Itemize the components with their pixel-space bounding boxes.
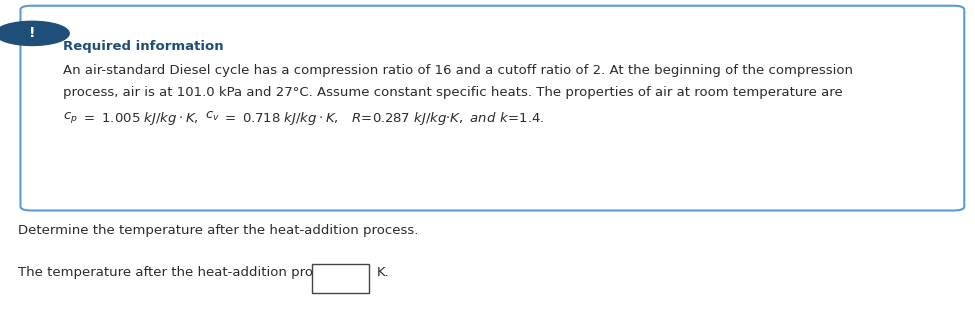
Text: $c_v$: $c_v$ — [205, 110, 219, 123]
Text: $= \ 1.005\ kJ/kg \cdot K,$: $= \ 1.005\ kJ/kg \cdot K,$ — [81, 110, 199, 127]
Text: The temperature after the heat-addition process is: The temperature after the heat-addition … — [18, 266, 357, 279]
Text: $c_p$: $c_p$ — [63, 110, 78, 125]
Text: An air-standard Diesel cycle has a compression ratio of 16 and a cutoff ratio of: An air-standard Diesel cycle has a compr… — [63, 64, 853, 77]
FancyBboxPatch shape — [20, 6, 964, 211]
Text: process, air is at 101.0 kPa and 27°C. Assume constant specific heats. The prope: process, air is at 101.0 kPa and 27°C. A… — [63, 86, 843, 99]
Text: !: ! — [29, 26, 35, 40]
Text: Determine the temperature after the heat-addition process.: Determine the temperature after the heat… — [18, 224, 418, 237]
Text: Required information: Required information — [63, 40, 224, 53]
Text: $= \ 0.718\ kJ/kg \cdot K,$: $= \ 0.718\ kJ/kg \cdot K,$ — [222, 110, 339, 127]
Text: K.: K. — [376, 266, 389, 279]
FancyBboxPatch shape — [312, 264, 369, 293]
Circle shape — [0, 21, 69, 45]
Text: $R\!=\!0.287\ kJ/kg{\cdot}K,\ and\ k\!=\!1.4.$: $R\!=\!0.287\ kJ/kg{\cdot}K,\ and\ k\!=\… — [351, 110, 544, 127]
